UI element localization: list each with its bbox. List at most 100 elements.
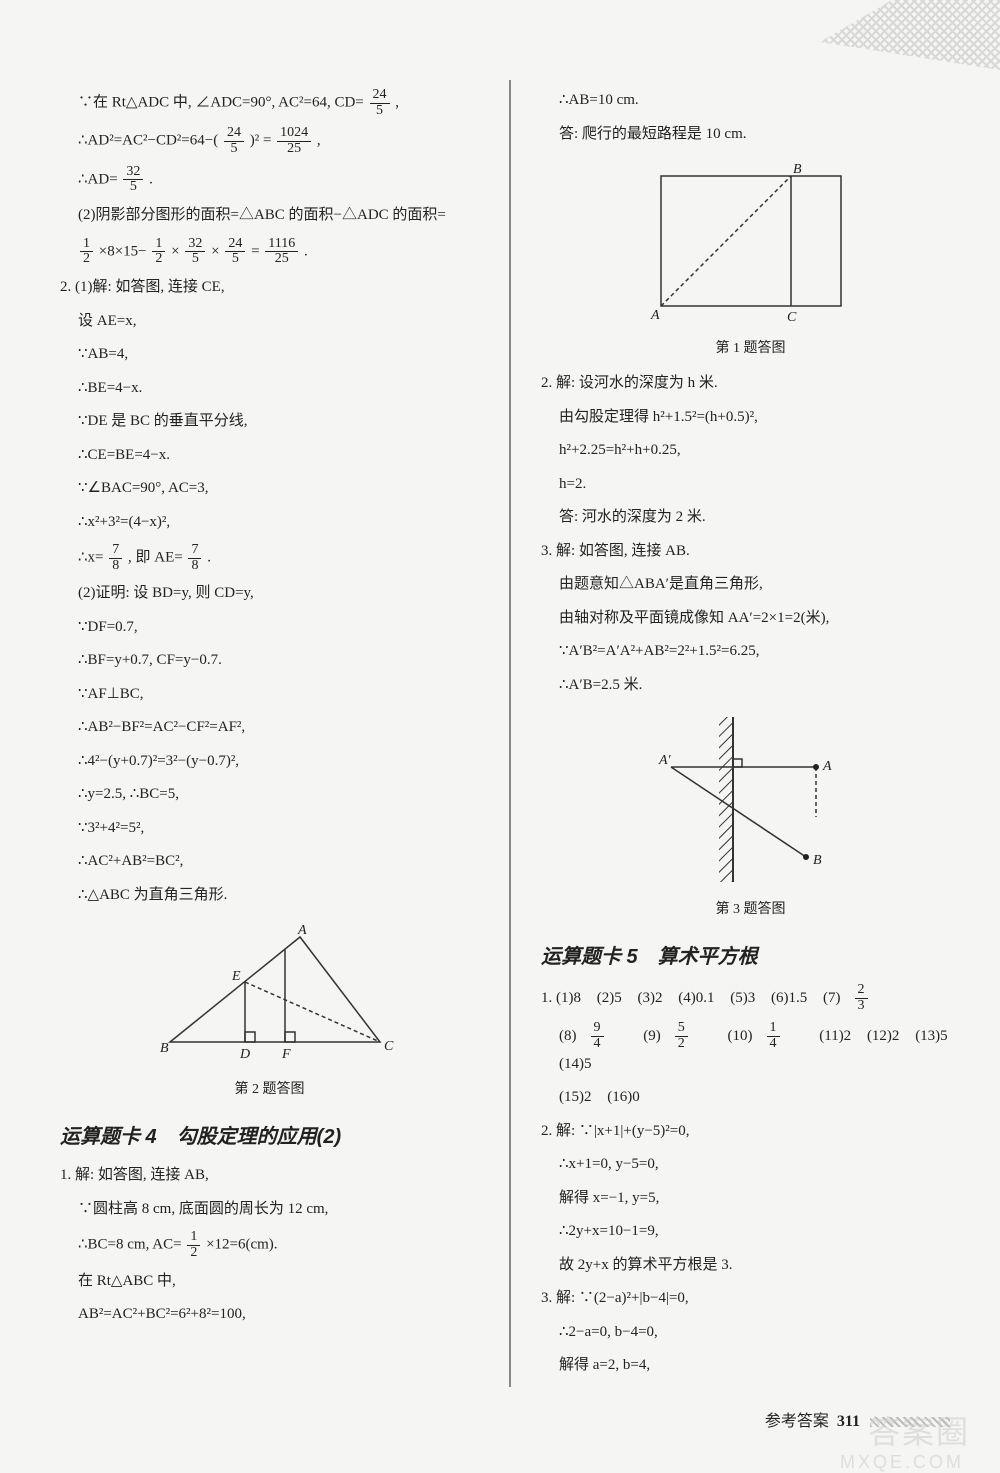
text-line: 答: 河水的深度为 2 米. — [541, 505, 960, 531]
text-line: ∵3²+4²=5², — [60, 816, 479, 842]
svg-text:A: A — [822, 759, 832, 774]
text-line: 2. 解: ∵|x+1|+(y−5)²=0, — [541, 1119, 960, 1145]
answer: (6)1.5 — [771, 986, 807, 1012]
text-line: 由轴对称及平面镜成像知 AA′=2×1=2(米), — [541, 606, 960, 632]
text-line: 设 AE=x, — [60, 309, 479, 335]
figure-caption: 第 3 题答图 — [541, 898, 960, 918]
answer: (10)14 — [728, 1021, 804, 1051]
text-line: 2. (1)解: 如答图, 连接 CE, — [60, 275, 479, 301]
answer: (7)23 — [823, 983, 892, 1013]
figure-1: B A C 第 1 题答图 — [541, 161, 960, 357]
left-column: ∵在 Rt△ADC 中, ∠ADC=90°, AC²=64, CD= 245 ,… — [60, 80, 479, 1387]
text-line: 答: 爬行的最短路程是 10 cm. — [541, 122, 960, 148]
svg-text:C: C — [384, 1039, 394, 1054]
text-line: ∴x= 78 , 即 AE= 78 . — [60, 543, 479, 573]
answer: (16)0 — [607, 1085, 640, 1111]
text-line: ∵AB=4, — [60, 342, 479, 368]
answer-row: (8)94 (9)52 (10)14 (11)2 (12)2 (13)5 (14… — [541, 1021, 960, 1077]
rectangle-diagram: B A C — [641, 161, 861, 331]
text-line: 2. 解: 设河水的深度为 h 米. — [541, 371, 960, 397]
expr: , 即 AE= — [128, 550, 183, 566]
text-line: ∵∠BAC=90°, AC=3, — [60, 476, 479, 502]
text-line: ∴4²−(y+0.7)²=3²−(y−0.7)², — [60, 749, 479, 775]
text-line: ∴AB²−BF²=AC²−CF²=AF², — [60, 715, 479, 741]
answer: (3)2 — [638, 986, 663, 1012]
watermark-url: MXQE.COM — [840, 1452, 964, 1473]
fraction: 78 — [188, 543, 201, 573]
fraction: 245 — [224, 126, 244, 156]
fraction: 12 — [80, 237, 93, 267]
answer: 1. (1)8 — [541, 986, 581, 1012]
text-line: 解得 x=−1, y=5, — [541, 1186, 960, 1212]
figure-3: A′ A B 第 3 题答图 — [541, 712, 960, 918]
svg-text:C: C — [787, 310, 797, 325]
watermark-text: 答案圈 — [868, 1407, 970, 1453]
figure-2: A E B D F C 第 2 题答图 — [60, 922, 479, 1098]
text-line: (2)证明: 设 BD=y, 则 CD=y, — [60, 581, 479, 607]
fraction: 325 — [123, 165, 143, 195]
expr: × — [211, 243, 219, 259]
svg-text:B: B — [813, 853, 822, 868]
answer: (14)5 — [559, 1052, 592, 1078]
section-title: 运算题卡 5 算术平方根 — [541, 940, 960, 969]
text-line: 故 2y+x 的算术平方根是 3. — [541, 1253, 960, 1279]
expr: . — [149, 171, 153, 187]
fraction: 325 — [185, 237, 205, 267]
svg-text:A: A — [297, 923, 307, 938]
answer: (15)2 — [559, 1085, 592, 1111]
text-line: (2)阴影部分图形的面积=△ABC 的面积−△ADC 的面积= — [60, 203, 479, 229]
page-number: 311 — [837, 1413, 860, 1430]
expr: , — [395, 95, 399, 111]
figure-caption: 第 2 题答图 — [60, 1078, 479, 1098]
answer: (12)2 — [867, 1024, 900, 1050]
text-line: ∵DF=0.7, — [60, 615, 479, 641]
text-line: ∴AD= 325 . — [60, 165, 479, 195]
fraction: 111625 — [265, 237, 298, 267]
answer-row: 1. (1)8 (2)5 (3)2 (4)0.1 (5)3 (6)1.5 (7)… — [541, 983, 960, 1013]
text-line: 由题意知△ABA′是直角三角形, — [541, 572, 960, 598]
text-line: 由勾股定理得 h²+1.5²=(h+0.5)², — [541, 405, 960, 431]
expr: , — [317, 133, 321, 149]
page-content: ∵在 Rt△ADC 中, ∠ADC=90°, AC²=64, CD= 245 ,… — [0, 0, 1000, 1437]
fraction: 245 — [370, 88, 390, 118]
mirror-diagram: A′ A B — [641, 712, 861, 892]
text-line: ∴CE=BE=4−x. — [60, 443, 479, 469]
expr: × — [171, 243, 179, 259]
answer: (9)52 — [643, 1021, 712, 1051]
text-line: 3. 解: 如答图, 连接 AB. — [541, 539, 960, 565]
text-line: ∴A′B=2.5 米. — [541, 673, 960, 699]
text-line: ∵在 Rt△ADC 中, ∠ADC=90°, AC²=64, CD= 245 , — [60, 88, 479, 118]
expr: ∵在 Rt△ADC 中, ∠ADC=90°, AC²=64, CD= — [78, 95, 364, 111]
fraction: 78 — [109, 543, 122, 573]
answer: (4)0.1 — [678, 986, 714, 1012]
answer-row: (15)2 (16)0 — [541, 1085, 960, 1111]
svg-text:D: D — [239, 1047, 250, 1062]
expr: ×12=6(cm). — [206, 1237, 277, 1253]
text-line: ∴BC=8 cm, AC= 12 ×12=6(cm). — [60, 1230, 479, 1260]
svg-text:B: B — [793, 162, 802, 177]
svg-text:E: E — [231, 969, 241, 984]
expr: ∴AD²=AC²−CD²=64−( — [78, 133, 218, 149]
text-line: h²+2.25=h²+h+0.25, — [541, 438, 960, 464]
text-line: ∴2−a=0, b−4=0, — [541, 1320, 960, 1346]
text-line: ∴2y+x=10−1=9, — [541, 1219, 960, 1245]
text-line: 3. 解: ∵(2−a)²+|b−4|=0, — [541, 1286, 960, 1312]
expr: )² = — [250, 133, 272, 149]
column-divider — [509, 80, 511, 1387]
answer: (8)94 — [559, 1021, 628, 1051]
text-line: ∴△ABC 为直角三角形. — [60, 883, 479, 909]
fraction: 102425 — [277, 126, 311, 156]
fraction: 12 — [187, 1230, 200, 1260]
text-line: ∴BE=4−x. — [60, 376, 479, 402]
svg-text:F: F — [281, 1047, 291, 1062]
text-line: ∴x²+3²=(4−x)², — [60, 510, 479, 536]
text-line: 1. 解: 如答图, 连接 AB, — [60, 1163, 479, 1189]
expr: ×8×15− — [99, 243, 147, 259]
answer: (11)2 — [819, 1024, 851, 1050]
triangle-diagram: A E B D F C — [140, 922, 400, 1072]
svg-text:A′: A′ — [658, 753, 672, 768]
right-column: ∴AB=10 cm. 答: 爬行的最短路程是 10 cm. B A C 第 1 … — [541, 80, 960, 1387]
text-line: 解得 a=2, b=4, — [541, 1353, 960, 1379]
text-line: ∵A′B²=A′A²+AB²=2²+1.5²=6.25, — [541, 639, 960, 665]
text-line: ∴BF=y+0.7, CF=y−0.7. — [60, 648, 479, 674]
